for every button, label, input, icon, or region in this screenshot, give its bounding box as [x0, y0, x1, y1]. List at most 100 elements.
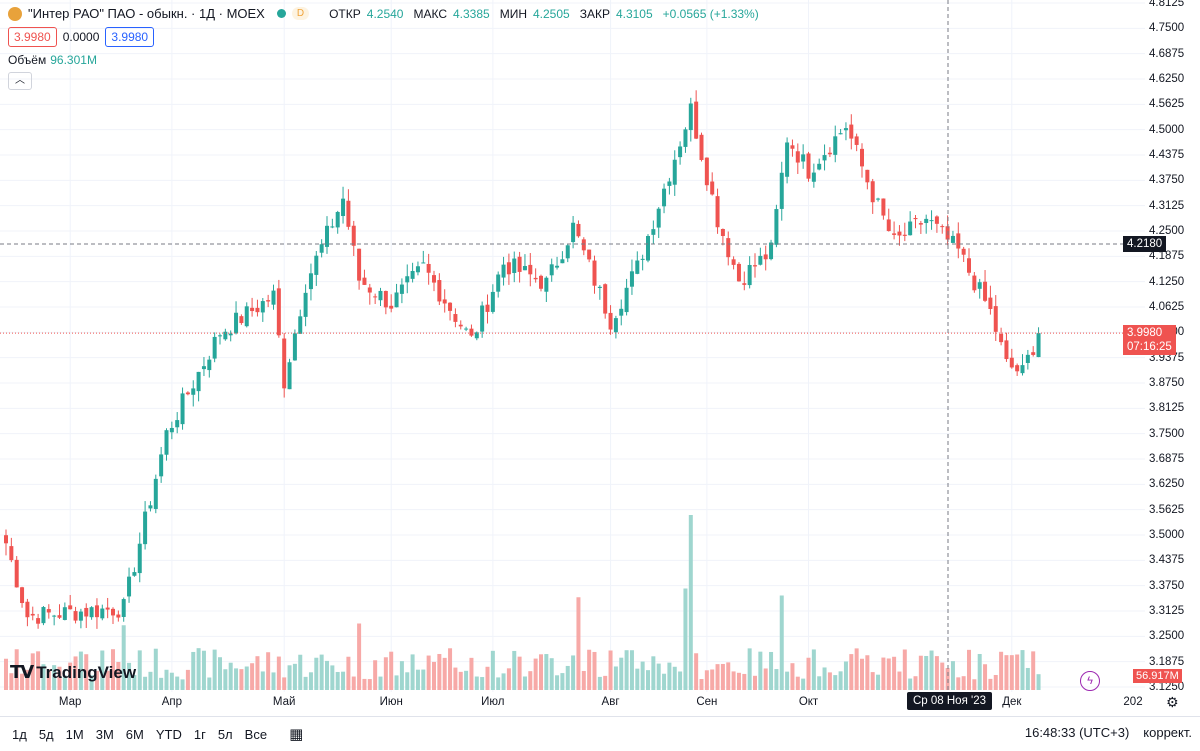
volume-bar	[924, 655, 929, 690]
price-chart[interactable]	[0, 0, 1145, 714]
volume-bar	[351, 676, 356, 690]
candle-body	[672, 159, 677, 185]
candle-body	[967, 258, 971, 273]
sell-button[interactable]: 3.9980	[8, 27, 57, 47]
volume-bar	[127, 662, 132, 690]
range-button[interactable]: 1г	[193, 726, 206, 742]
volume-bar	[539, 654, 543, 690]
market-status-icon	[276, 9, 286, 18]
volume-bar	[196, 648, 201, 690]
chevron-up-icon[interactable]: ︿	[8, 72, 32, 90]
candle-body	[977, 282, 982, 289]
candle-body	[191, 388, 196, 395]
volume-bar	[1009, 655, 1014, 690]
adjust-toggle[interactable]: коррект.	[1143, 725, 1192, 740]
range-button[interactable]: 5л	[217, 726, 233, 742]
volume-bar	[683, 588, 688, 690]
volume-bar	[148, 671, 153, 690]
volume-bar	[389, 651, 394, 690]
volume-bar	[362, 678, 367, 690]
range-button[interactable]: YTD	[155, 726, 182, 742]
candle-body	[822, 155, 827, 161]
volume-bar	[581, 670, 586, 690]
volume-bar	[357, 623, 362, 690]
volume-bar	[260, 671, 265, 690]
candle-body	[405, 276, 410, 283]
clock[interactable]: 16:48:33 (UTC+3)	[1024, 725, 1130, 740]
volume-value: 96.301M	[50, 53, 97, 67]
volume-bar	[341, 671, 346, 690]
candle-body	[753, 265, 757, 267]
volume-bar	[865, 655, 870, 690]
candle-body	[576, 223, 581, 237]
candle-body	[913, 217, 918, 220]
calendar-range-icon[interactable]: ▦	[289, 726, 304, 743]
buy-button[interactable]: 3.9980	[105, 27, 155, 47]
range-button[interactable]: 3М	[95, 726, 114, 742]
volume-bar	[30, 653, 35, 690]
volume-bar	[175, 676, 180, 690]
volume-bar	[913, 676, 918, 690]
candle-body	[159, 454, 164, 477]
time-tick: Мар	[58, 696, 82, 708]
candle-body	[908, 221, 913, 236]
time-tick: Апр	[161, 696, 182, 708]
candle-body	[469, 328, 474, 336]
price-tick: 3.8125	[1149, 402, 1185, 415]
candle-body	[319, 244, 324, 253]
candle-body	[779, 172, 784, 209]
candle-body	[683, 129, 688, 147]
candle-body	[223, 331, 228, 340]
price-axis[interactable]: 4.8125 4.7500 4.6875 4.6250 4.5625 4.5000 4.43…	[1145, 0, 1200, 714]
close-value: 4.3105	[615, 6, 653, 21]
candle-body	[956, 233, 961, 249]
time-tick: Июл	[481, 696, 505, 708]
candle-body	[993, 306, 998, 332]
price-tick: 3.5000	[1149, 529, 1185, 541]
volume-bar	[977, 653, 982, 690]
candle-body	[1015, 365, 1020, 372]
candle-body	[833, 136, 838, 155]
volume-bar	[62, 675, 67, 690]
volume-bar	[143, 676, 148, 690]
candle-body	[228, 333, 233, 336]
volume-bar	[1036, 674, 1041, 690]
candle-body	[1036, 333, 1041, 358]
volume-bar	[298, 654, 303, 690]
price-tick: 4.3125	[1149, 199, 1185, 212]
candle-body	[20, 587, 25, 604]
volume-bar	[239, 669, 244, 690]
candle-body	[597, 286, 602, 288]
time-axis[interactable]: Мар Апр Май Июн Июл Авг Сен Окт Дек 202	[0, 692, 1145, 714]
tradingview-logo: 𝗧𝗩 TradingView	[10, 662, 136, 683]
time-tick: Авг	[601, 696, 620, 708]
candle-body	[934, 216, 939, 224]
range-button[interactable]: Все	[244, 726, 268, 742]
candle-body	[143, 511, 148, 545]
candle-body	[94, 605, 99, 618]
candle-body	[137, 543, 142, 574]
volume-bar	[36, 651, 41, 690]
volume-bar	[555, 675, 560, 690]
range-button[interactable]: 1д	[12, 726, 27, 742]
volume-bar	[287, 665, 292, 690]
time-tick: Май	[272, 696, 296, 708]
candle-body	[185, 392, 190, 395]
symbol-title[interactable]: "Интер РАО" ПАО - обыкн. · 1Д · MOEX	[28, 6, 265, 21]
volume-bar	[635, 668, 640, 690]
candle-body	[849, 124, 854, 139]
volume-bar	[405, 672, 410, 690]
settings-gear-icon[interactable]: ⚙	[1166, 694, 1179, 710]
range-button[interactable]: 6М	[125, 726, 144, 742]
range-button[interactable]: 1М	[65, 726, 84, 742]
price-tick: 3.3125	[1149, 605, 1185, 617]
candle-body	[608, 312, 613, 330]
volume-bar	[464, 670, 469, 690]
volume-bar	[490, 650, 495, 690]
candle-body	[763, 254, 768, 260]
range-button[interactable]: 5д	[38, 726, 54, 742]
volume-bar	[378, 676, 383, 690]
volume-bar	[886, 658, 891, 690]
volume-bar	[303, 676, 308, 690]
lightning-icon[interactable]: ϟ	[1080, 671, 1100, 691]
